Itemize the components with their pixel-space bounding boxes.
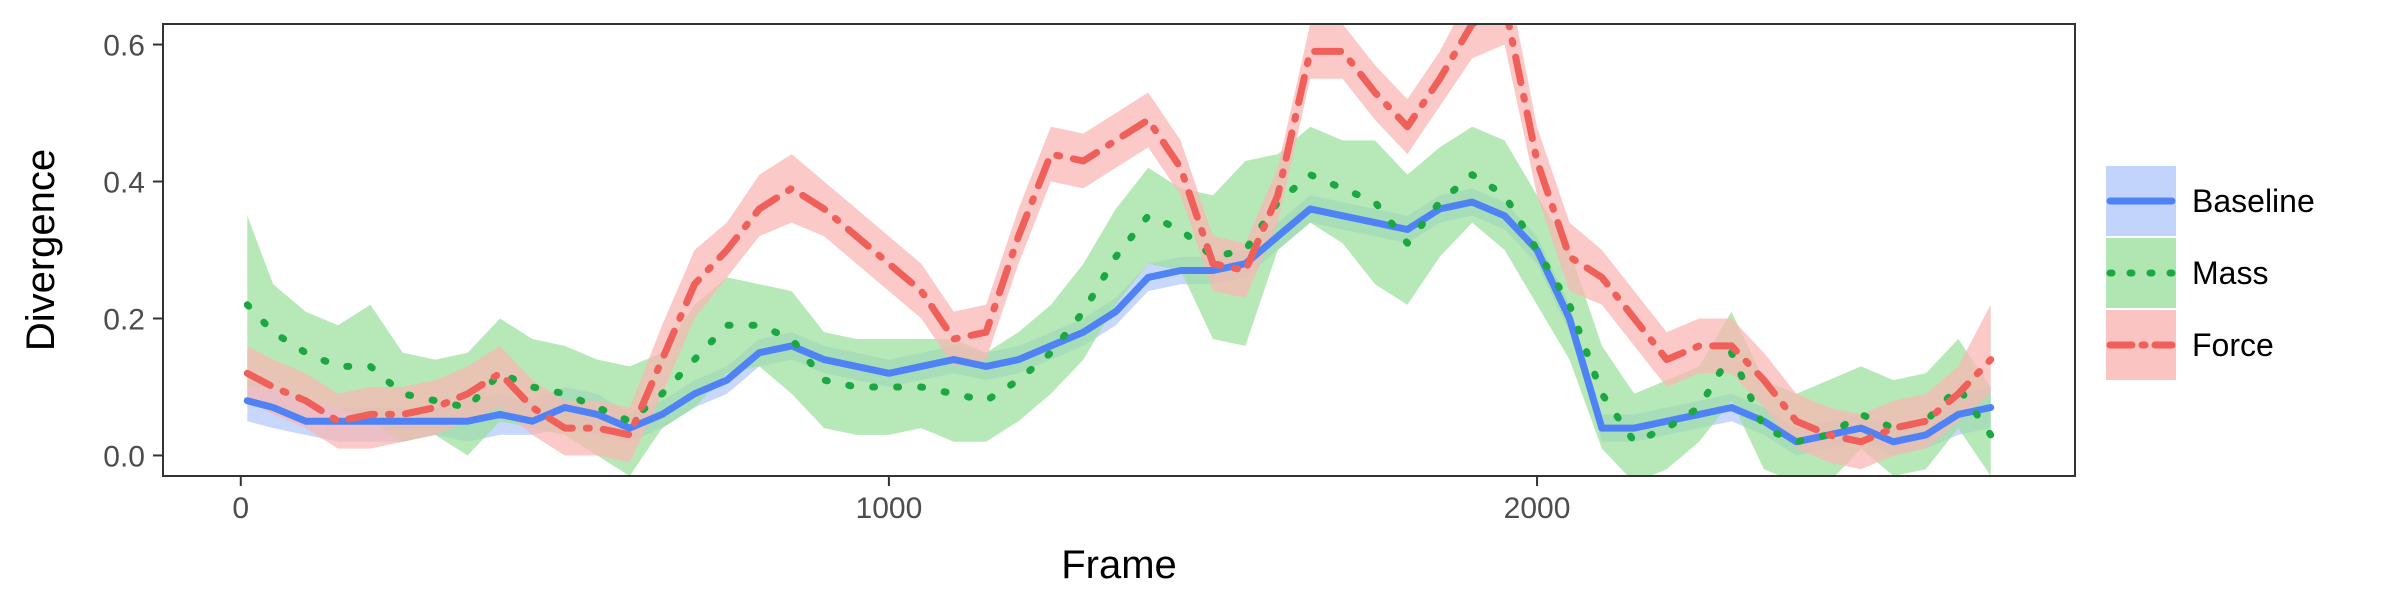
y-tick-label: 0.6 bbox=[103, 30, 145, 63]
y-tick-label: 0.0 bbox=[103, 440, 145, 473]
x-tick-label: 2000 bbox=[1504, 492, 1571, 525]
legend-item-baseline: Baseline bbox=[2106, 166, 2315, 236]
legend-item-mass: Mass bbox=[2106, 238, 2268, 308]
x-axis-title: Frame bbox=[1061, 543, 1177, 587]
legend-label-force: Force bbox=[2192, 327, 2274, 363]
x-tick-label: 1000 bbox=[856, 492, 923, 525]
legend-label-baseline: Baseline bbox=[2192, 183, 2315, 219]
series-line-mass bbox=[243, 171, 1995, 446]
x-axis: 0 1000 2000 bbox=[232, 476, 1570, 525]
legend-label-mass: Mass bbox=[2192, 255, 2268, 291]
legend-key-mass bbox=[2106, 238, 2176, 308]
y-tick-label: 0.4 bbox=[103, 167, 145, 200]
legend-item-force: Force bbox=[2106, 310, 2274, 380]
series-lines bbox=[243, 24, 1995, 446]
legend: Baseline Mass Force bbox=[2106, 166, 2315, 380]
y-tick-label: 0.2 bbox=[103, 303, 145, 336]
x-tick-label: 0 bbox=[232, 492, 249, 525]
series-line-force bbox=[243, 24, 1995, 446]
y-axis-title: Divergence bbox=[19, 149, 63, 351]
series-line-baseline bbox=[243, 198, 1995, 446]
y-axis: 0.0 0.2 0.4 0.6 bbox=[103, 30, 163, 473]
plot-panel-border bbox=[162, 23, 2076, 477]
band-mass bbox=[247, 126, 1991, 476]
